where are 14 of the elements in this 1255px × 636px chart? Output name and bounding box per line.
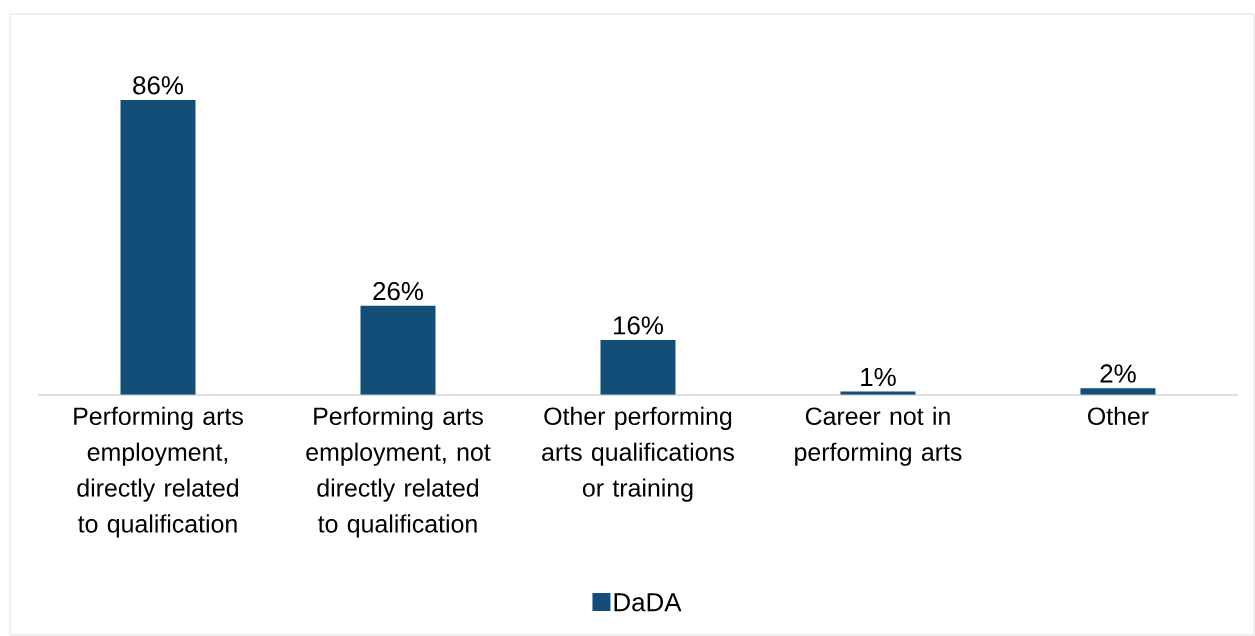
x-tick-label: Other performing arts qualifications or training — [542, 406, 734, 502]
legend-label: DaDA — [614, 593, 682, 612]
x-tick-label: Performing arts employment, not directly related to qualification — [306, 406, 491, 538]
data-label: 16% — [614, 316, 663, 335]
data-label: 2% — [1100, 364, 1136, 383]
bar — [120, 100, 196, 395]
data-label: 26% — [373, 281, 423, 301]
x-tick-label: Other — [1088, 406, 1149, 426]
data-label: 1% — [861, 367, 896, 387]
bar — [600, 340, 676, 395]
bar — [360, 305, 436, 395]
x-tick-label: Performing arts employment, directly related to qualification — [74, 406, 243, 538]
data-label: 86% — [133, 76, 183, 95]
x-tick-label: Career not in performing arts — [795, 406, 962, 466]
